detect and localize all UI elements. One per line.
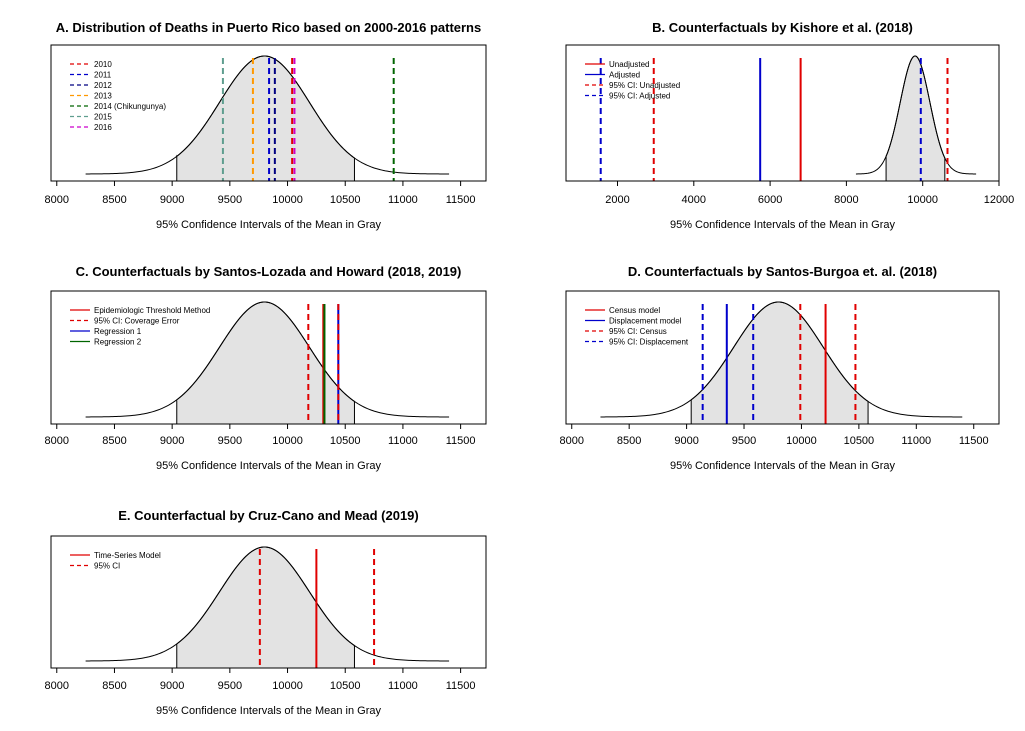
x-tick-label: 11000 [901, 435, 931, 447]
density-curve [85, 301, 450, 418]
plot-frame [50, 290, 487, 425]
x-tick-label: 11000 [388, 680, 418, 692]
x-tick-label: 10000 [272, 194, 303, 206]
legend-entry: Unadjusted [609, 60, 649, 69]
legend-entry: Regression 2 [94, 338, 142, 347]
legend-entry: 95% CI [94, 562, 120, 571]
x-tick-label: 9500 [218, 194, 242, 206]
density-curve [855, 55, 977, 175]
x-tick-label: 8500 [102, 435, 126, 447]
x-axis-label: 95% Confidence Intervals of the Mean in … [670, 460, 896, 472]
legend-entry: 2014 (Chikungunya) [94, 102, 166, 111]
x-tick-label: 8000 [45, 680, 69, 692]
legend: Epidemiologic Threshold Method 95% CI: Co… [70, 306, 210, 347]
x-tick-label: 10500 [844, 435, 875, 447]
x-tick-label: 10000 [907, 194, 938, 206]
x-tick-label: 9000 [160, 680, 184, 692]
legend-entry: 95% CI: Displacement [609, 338, 689, 347]
legend-entry: Census model [609, 306, 660, 315]
x-tick-label: 10000 [272, 680, 303, 692]
legend: Time-Series Model 95% CI [70, 551, 161, 571]
legend-entry: 2012 [94, 81, 112, 90]
x-tick-label: 8000 [560, 435, 584, 447]
x-tick-label: 8500 [102, 680, 126, 692]
x-tick-label: 4000 [682, 194, 706, 206]
panel-c-title: C. Counterfactuals by Santos-Lozada and … [76, 264, 462, 279]
x-tick-label: 9500 [218, 435, 242, 447]
x-tick-label: 10500 [330, 194, 361, 206]
x-tick-label: 8500 [102, 194, 126, 206]
panel-e-title: E. Counterfactual by Cruz-Cano and Mead … [118, 508, 419, 523]
x-tick-label: 11000 [388, 435, 418, 447]
x-tick-label: 11500 [446, 680, 476, 692]
x-axis-label: 95% Confidence Intervals of the Mean in … [156, 219, 382, 231]
x-tick-label: 11500 [959, 435, 989, 447]
plot-frame [50, 44, 487, 182]
x-tick-label: 2000 [605, 194, 629, 206]
x-tick-label: 6000 [758, 194, 782, 206]
legend-entry: Regression 1 [94, 327, 142, 336]
x-tick-label: 9000 [160, 194, 184, 206]
x-axis-label: 95% Confidence Intervals of the Mean in … [156, 705, 382, 717]
x-tick-label: 9500 [218, 680, 242, 692]
ci-shaded-region [176, 55, 355, 182]
legend-entry: 2013 [94, 92, 112, 101]
panel-c: C. Counterfactuals by Santos-Lozada and … [45, 264, 487, 472]
panel-d: D. Counterfactuals by Santos-Burgoa et. … [560, 264, 1000, 472]
panel-a: A. Distribution of Deaths in Puerto Rico… [45, 20, 487, 231]
x-axis-label: 95% Confidence Intervals of the Mean in … [156, 460, 382, 472]
panel-d-title: D. Counterfactuals by Santos-Burgoa et. … [628, 264, 937, 279]
x-tick-label: 8000 [834, 194, 858, 206]
x-tick-label: 10000 [786, 435, 817, 447]
plot-frame [50, 535, 487, 669]
legend-entry: 95% CI: Adjusted [609, 92, 670, 101]
ci-shaded-region [885, 55, 946, 182]
legend-entry: Displacement model [609, 317, 682, 326]
legend-entry: Time-Series Model [94, 551, 161, 560]
panel-e: E. Counterfactual by Cruz-Cano and Mead … [45, 508, 487, 717]
legend-entry: 2011 [94, 71, 112, 80]
panel-a-title: A. Distribution of Deaths in Puerto Rico… [56, 20, 481, 35]
legend-entry: 95% CI: Unadjusted [609, 81, 680, 90]
density-curve [85, 55, 450, 175]
density-curve [85, 546, 450, 662]
panel-b: B. Counterfactuals by Kishore et al. (20… [565, 20, 1015, 231]
x-tick-label: 8000 [45, 435, 69, 447]
legend-entry: 2016 [94, 123, 112, 132]
ci-shaded-region [176, 546, 355, 669]
legend-entry: 95% CI: Census [609, 327, 667, 336]
legend-entry: Epidemiologic Threshold Method [94, 306, 210, 315]
ci-shaded-region [690, 301, 869, 425]
x-tick-label: 9500 [732, 435, 756, 447]
x-tick-label: 8000 [45, 194, 69, 206]
legend-entry: 95% CI: Coverage Error [94, 317, 180, 326]
x-tick-label: 10500 [330, 680, 361, 692]
x-tick-label: 9000 [160, 435, 184, 447]
plot-frame [565, 290, 1000, 425]
density-curve [600, 301, 963, 418]
x-tick-label: 12000 [984, 194, 1015, 206]
legend-entry: Adjusted [609, 71, 640, 80]
panel-b-title: B. Counterfactuals by Kishore et al. (20… [652, 20, 913, 35]
x-tick-label: 11500 [446, 194, 476, 206]
ci-shaded-region [176, 301, 355, 425]
x-tick-label: 9000 [674, 435, 698, 447]
legend-entry: 2015 [94, 113, 112, 122]
x-tick-label: 10000 [272, 435, 303, 447]
x-tick-label: 8500 [617, 435, 641, 447]
legend-entry: 2010 [94, 60, 112, 69]
x-axis-label: 95% Confidence Intervals of the Mean in … [670, 219, 896, 231]
plot-frame [565, 44, 1000, 182]
x-tick-label: 10500 [330, 435, 361, 447]
x-tick-label: 11500 [446, 435, 476, 447]
x-tick-label: 11000 [388, 194, 418, 206]
